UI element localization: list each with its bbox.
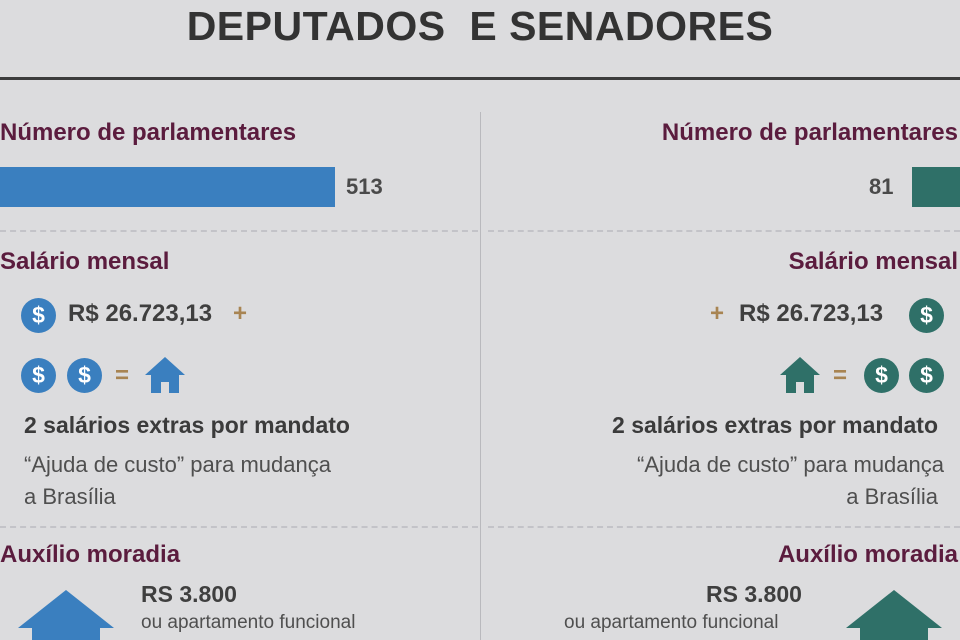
house-icon xyxy=(145,357,185,393)
senadores-count-bar xyxy=(912,167,960,207)
senadores-salary-value: R$ 26.723,13 xyxy=(739,300,884,327)
deputados-housing-amount: RS 3.800 xyxy=(141,581,237,607)
dollar-coin-icon: $ xyxy=(909,358,944,393)
dollar-coin-icon: $ xyxy=(21,358,56,393)
equals-sign: = xyxy=(115,362,130,389)
deputados-count-bar xyxy=(0,167,335,207)
deputados-housing-note: ou apartamento funcional xyxy=(141,612,356,633)
section-divider xyxy=(488,230,960,232)
senadores-extras-title: 2 salários extras por mandato xyxy=(612,412,938,438)
plus-sign: + xyxy=(233,300,248,327)
house-icon xyxy=(846,590,942,640)
deputados-salary-heading: Salário mensal xyxy=(0,248,170,275)
equals-sign: = xyxy=(833,362,848,389)
senadores-housing-note: ou apartamento funcional xyxy=(564,612,779,633)
dollar-coin-icon: $ xyxy=(864,358,899,393)
page-title: DEPUTADOS E SENADORES xyxy=(186,3,774,49)
dollar-coin-icon: $ xyxy=(21,298,56,333)
deputados-extras-note-line1: “Ajuda de custo” para mudança xyxy=(24,452,331,477)
deputados-housing-heading: Auxílio moradia xyxy=(0,541,181,568)
senadores-housing-heading: Auxílio moradia xyxy=(777,541,958,568)
section-divider xyxy=(488,526,960,528)
deputados-extras-title: 2 salários extras por mandato xyxy=(24,412,350,438)
dollar-coin-icon: $ xyxy=(909,298,944,333)
house-icon xyxy=(780,357,820,393)
plus-sign: + xyxy=(710,300,725,327)
senadores-extras-note-line2: a Brasília xyxy=(846,484,938,509)
dollar-coin-icon: $ xyxy=(67,358,102,393)
title-divider xyxy=(0,77,960,80)
senadores-count-value: 81 xyxy=(869,174,894,199)
column-divider xyxy=(480,112,481,640)
senadores-extras-note-line1: “Ajuda de custo” para mudança xyxy=(637,452,944,477)
section-divider xyxy=(0,230,478,232)
senadores-count-heading: Número de parlamentares xyxy=(661,119,958,146)
house-icon xyxy=(18,590,114,640)
deputados-salary-value: R$ 26.723,13 xyxy=(68,300,213,327)
deputados-count-heading: Número de parlamentares xyxy=(0,119,297,146)
deputados-count-value: 513 xyxy=(346,174,383,199)
senadores-salary-heading: Salário mensal xyxy=(788,248,958,275)
deputados-extras-note-line2: a Brasília xyxy=(24,484,116,509)
senadores-housing-amount: RS 3.800 xyxy=(706,581,802,607)
section-divider xyxy=(0,526,478,528)
